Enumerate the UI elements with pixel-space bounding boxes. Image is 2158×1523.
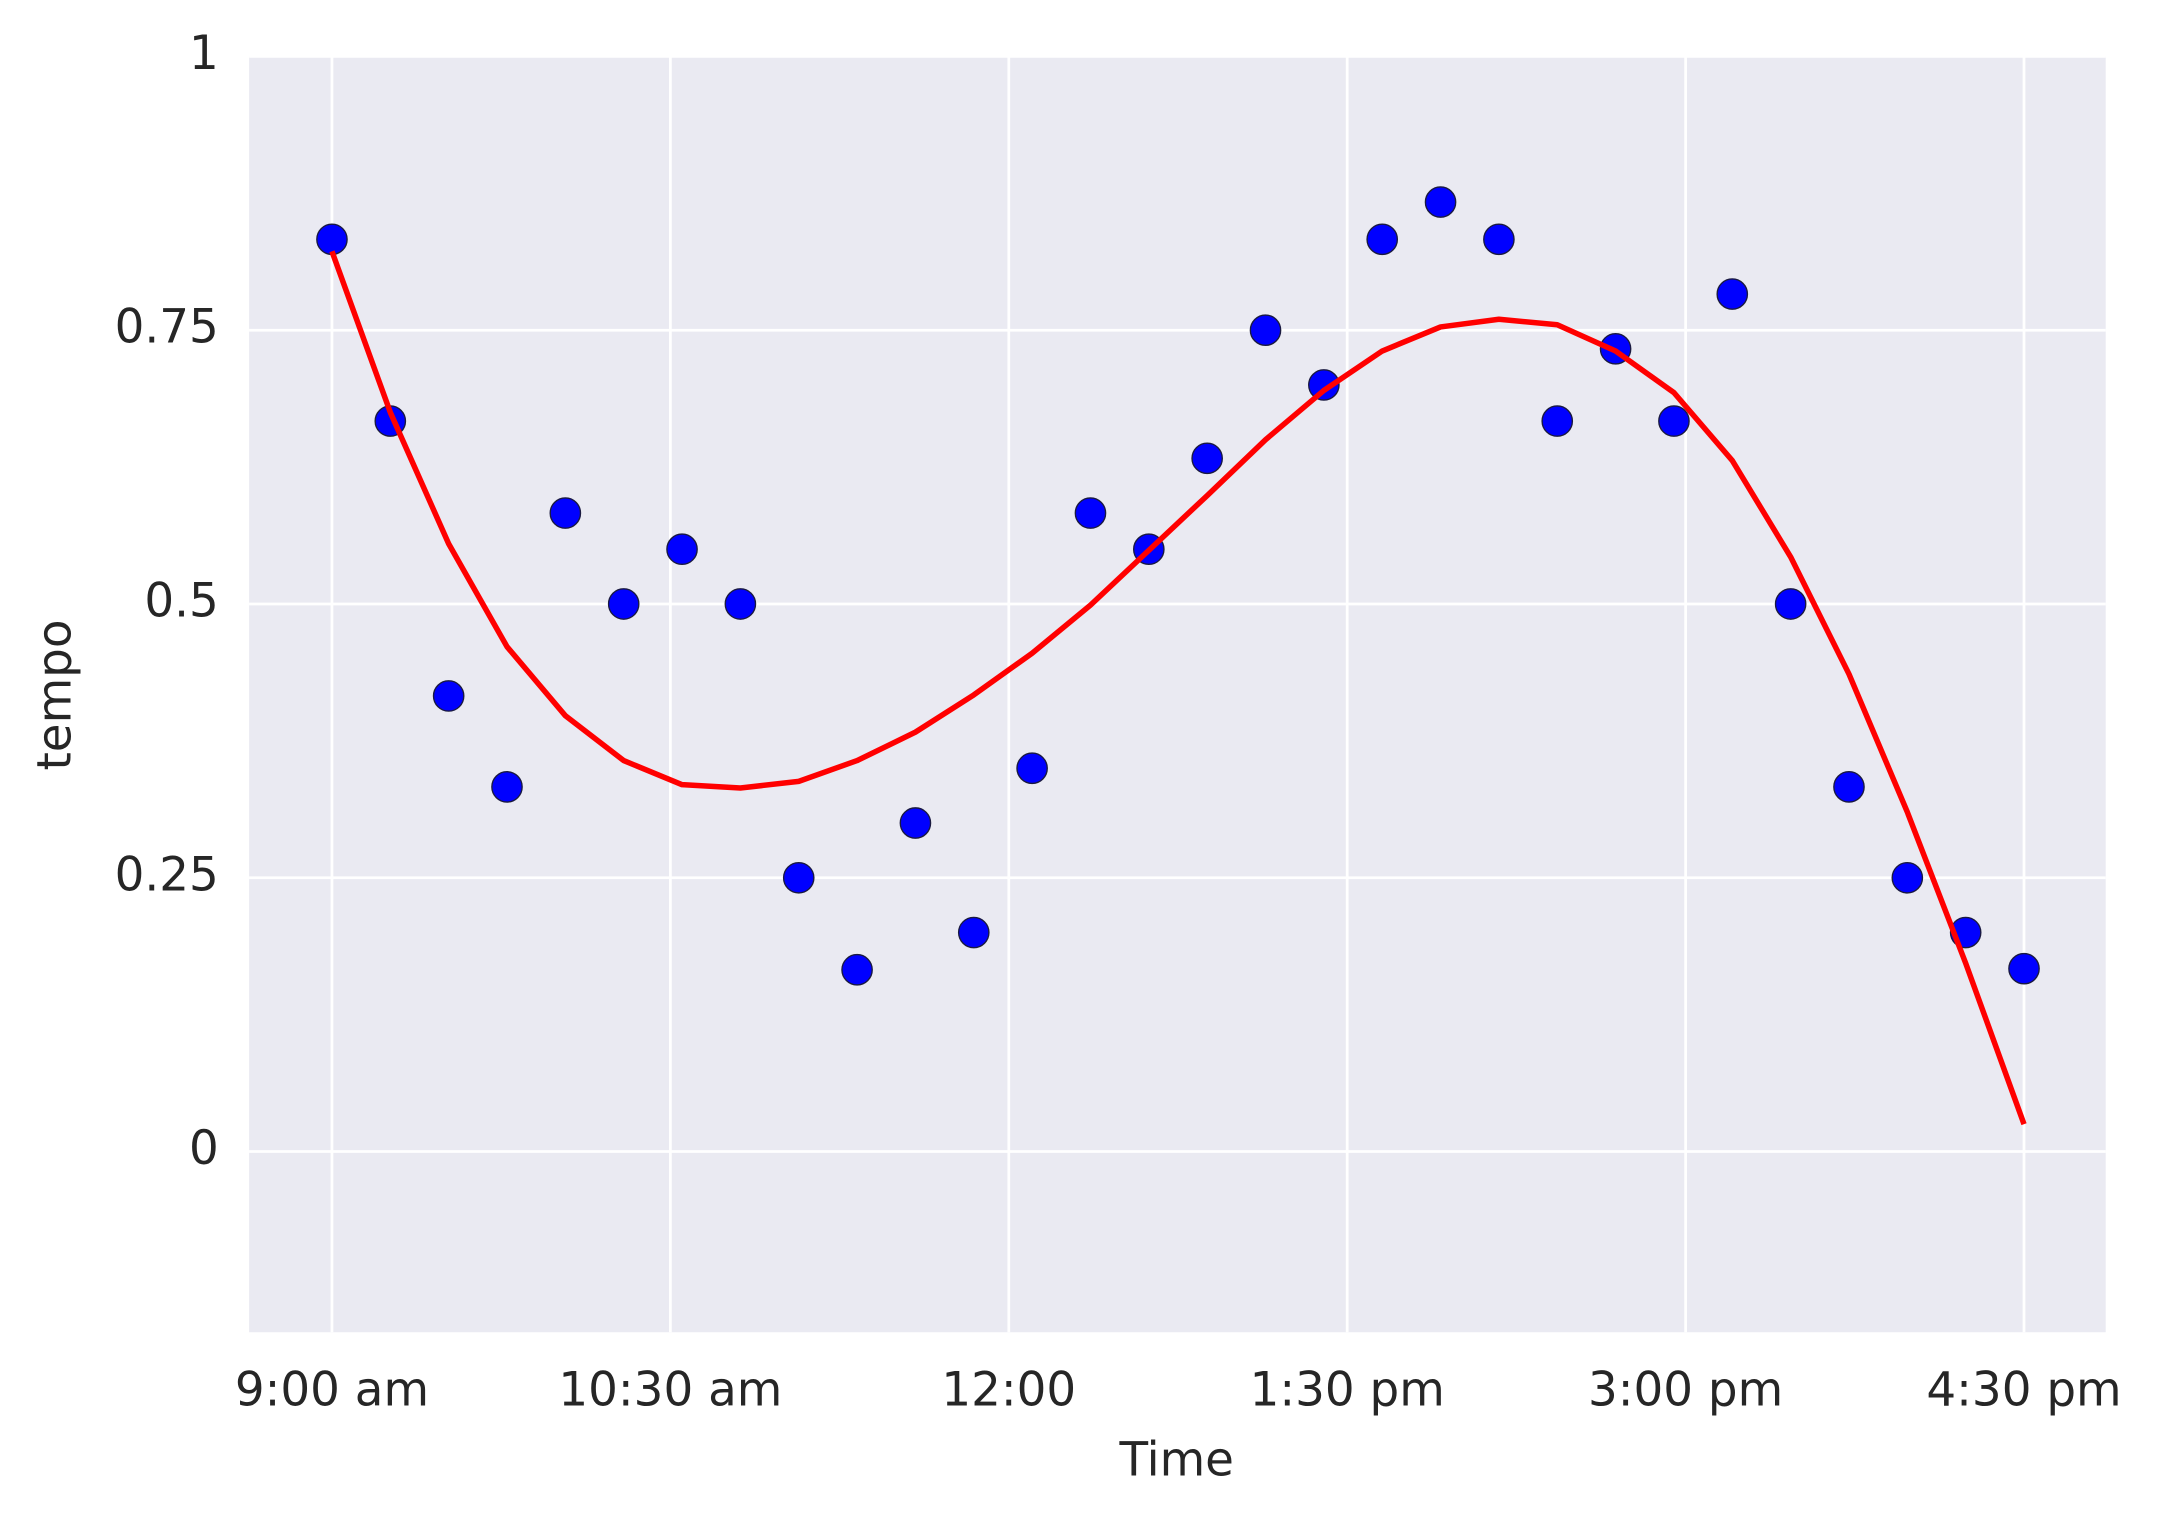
point	[1016, 752, 1048, 785]
point	[1249, 314, 1282, 347]
x-tick-label: 10:30 am	[558, 1363, 782, 1417]
point	[316, 223, 348, 256]
point	[1308, 369, 1340, 401]
point	[782, 861, 815, 894]
x-tick-label: 3:00 pm	[1588, 1363, 1783, 1417]
point	[491, 771, 523, 803]
point	[1774, 588, 1807, 620]
point	[724, 588, 757, 620]
plot-area	[249, 56, 2106, 1333]
point	[1074, 497, 1107, 529]
point	[666, 533, 698, 566]
y-tick-label: 0.5	[144, 574, 218, 628]
point	[1366, 223, 1399, 256]
x-axis-label: Time	[1118, 1433, 1234, 1487]
point	[432, 680, 465, 712]
point	[1891, 861, 1924, 894]
point	[841, 953, 873, 986]
point	[1658, 405, 1690, 437]
point	[899, 807, 932, 839]
x-tick-label: 9:00 am	[235, 1363, 429, 1417]
point	[607, 588, 640, 620]
point	[2008, 952, 2040, 985]
point	[1541, 405, 1574, 437]
point	[957, 916, 990, 949]
y-tick-label: 0.25	[115, 848, 219, 902]
point	[1483, 223, 1515, 256]
y-tick-label: 1	[189, 27, 219, 81]
point	[1191, 442, 1223, 475]
x-tick-label: 12:00	[941, 1363, 1076, 1417]
point	[1716, 278, 1749, 310]
y-tick-label: 0.75	[115, 301, 219, 355]
y-tick-label: 0	[189, 1122, 219, 1176]
x-tick-label: 4:30 pm	[1926, 1363, 2121, 1417]
x-tick-label: 1:30 pm	[1250, 1363, 1445, 1417]
y-axis-label: tempo	[28, 620, 82, 771]
point	[549, 497, 582, 529]
fit-line	[329, 250, 2027, 1126]
point	[1424, 186, 1457, 218]
point	[1833, 771, 1865, 803]
